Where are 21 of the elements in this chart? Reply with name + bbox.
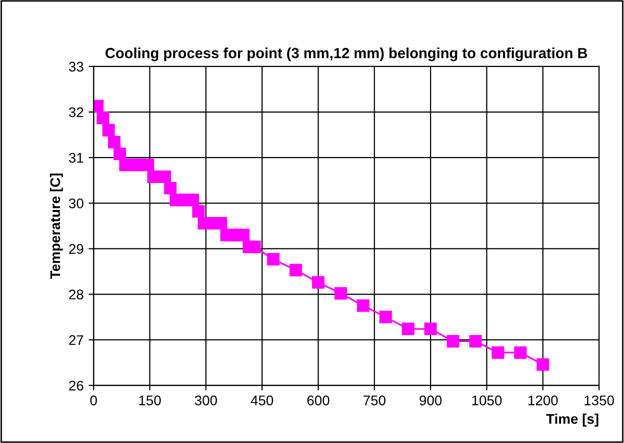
y-axis-title: Temperature [C] [50, 174, 63, 279]
x-tick-label: 600 [307, 396, 330, 406]
x-tick-label: 1200 [528, 396, 558, 406]
y-tick-label: 32 [68, 107, 84, 118]
x-tick-label: 750 [364, 396, 386, 406]
y-tick-label: 28 [69, 290, 84, 300]
x-axis-title: Time [s] [546, 414, 598, 427]
x-tick-label: 1050 [472, 396, 502, 406]
y-tick-label: 33 [68, 62, 84, 72]
chart-title: Cooling process for point (3 mm,12 mm) belonging to configuration B [106, 48, 588, 62]
x-tick-label: 150 [139, 396, 161, 406]
y-tick-label: 27 [69, 335, 84, 345]
y-tick-label: 31 [68, 152, 84, 163]
x-tick-label: 0 [90, 396, 97, 406]
x-tick-label: 450 [250, 396, 274, 406]
x-tick-label: 300 [194, 396, 217, 406]
y-tick-label: 26 [69, 380, 84, 391]
y-tick-label: 29 [69, 244, 84, 254]
x-tick-label: 900 [420, 396, 442, 406]
x-tick-label: 1350 [584, 396, 614, 406]
y-tick-label: 30 [68, 198, 84, 208]
